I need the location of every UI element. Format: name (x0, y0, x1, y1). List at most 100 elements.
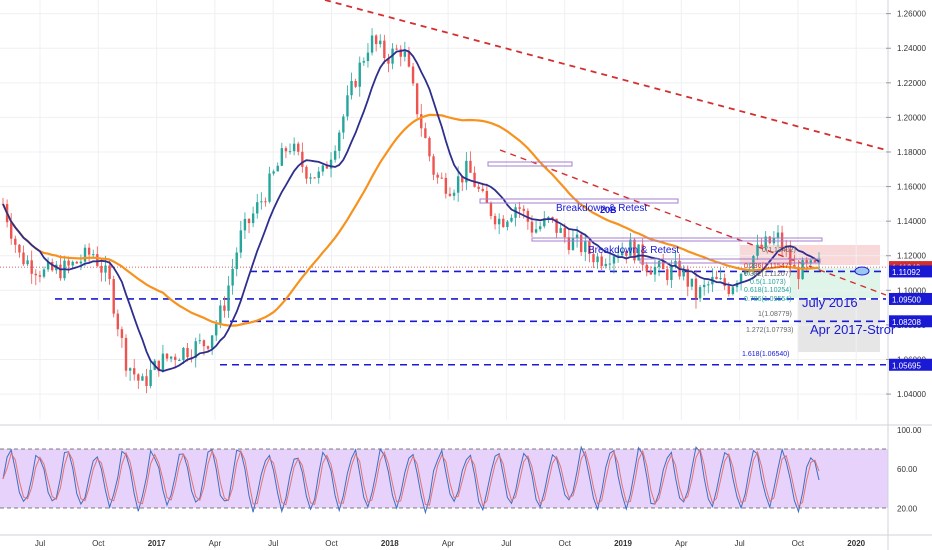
candle-body (26, 260, 29, 265)
x-tick-label: Jul (734, 539, 744, 548)
price-tag-text: 1.05695 (892, 361, 921, 370)
candle-body (198, 340, 202, 342)
y-tick-label: 1.12000 (897, 252, 926, 261)
candle-body (133, 368, 136, 375)
candle-body (92, 254, 95, 256)
candle-body (231, 269, 234, 286)
candle-body (420, 114, 423, 129)
candle-body (338, 132, 341, 151)
fib-1-label: 1(1.08779) (758, 311, 792, 318)
candle-body (584, 240, 587, 253)
fib-0786-label: 0.786(1.09554) (744, 296, 791, 303)
candle-body (309, 177, 312, 179)
candle-body (403, 51, 407, 57)
candle-body (297, 143, 300, 152)
x-tick-label: Jul (35, 539, 45, 548)
y-tick-label: 1.18000 (897, 148, 926, 157)
rsi-tick-label: 20.00 (897, 504, 918, 513)
candle-body (305, 166, 308, 179)
fib-1272-label: 1.272(1.07793) (746, 327, 793, 334)
candle-body (735, 283, 739, 288)
candle-body (141, 376, 144, 381)
candle-body (694, 278, 698, 299)
candle-body (612, 256, 616, 264)
candle-body (469, 160, 472, 173)
candle-body (46, 262, 50, 270)
candle-body (165, 353, 169, 359)
candle-body (145, 376, 148, 386)
candle-body (325, 165, 329, 169)
candle-body (383, 40, 386, 58)
candle-body (112, 279, 115, 314)
candle-body (387, 57, 390, 64)
candle-body (79, 261, 83, 264)
candle-body (502, 218, 505, 228)
candle-body (10, 222, 13, 239)
candle-body (120, 329, 124, 338)
candle-body (530, 221, 534, 233)
fib-zone-low (798, 300, 880, 352)
x-tick-label: Oct (558, 539, 571, 548)
candle-body (555, 218, 558, 233)
x-tick-label: Apr (209, 539, 222, 548)
y-tick-label: 1.26000 (897, 10, 926, 19)
x-tick-label: 2018 (381, 539, 399, 548)
resistance-zone-3 (531, 237, 823, 242)
x-tick-label: 2020 (847, 539, 865, 548)
candle-body (784, 249, 788, 251)
current-price-marker[interactable] (854, 266, 870, 276)
support-levels (0, 266, 886, 366)
fib-0618-label: 0.618(1.10254) (744, 287, 791, 294)
candle-body (432, 156, 435, 175)
candle-body (743, 271, 747, 274)
y-tick-label: 1.10000 (897, 286, 926, 295)
sma-slow-line (1, 113, 820, 327)
candle-body (538, 226, 542, 230)
candle-body (600, 256, 603, 267)
candle-body (268, 173, 271, 202)
candle-body (645, 264, 648, 272)
candle-body (346, 95, 349, 117)
candle-body (666, 269, 669, 280)
candle-body (227, 285, 230, 311)
x-tick-label: 2017 (148, 539, 166, 548)
fib-0236-label: 0.236(1.11547) (744, 263, 791, 270)
candle-body (342, 116, 345, 133)
candle-body (543, 218, 546, 227)
rsi-tick-label: 60.00 (897, 465, 918, 474)
candle-body (96, 254, 99, 266)
candle-body (506, 221, 509, 228)
candle-body (510, 217, 513, 222)
candle-body (497, 218, 501, 225)
candle-body (661, 261, 665, 270)
fib-1618-label: 1.618(1.06540) (742, 351, 789, 358)
candle-body (682, 268, 685, 277)
candle-body (719, 278, 722, 280)
candle-body (100, 265, 103, 273)
july-2016-label: July 2016 (802, 295, 858, 310)
candle-body (592, 254, 595, 263)
price-tag-box (889, 358, 932, 371)
candle-body (698, 287, 702, 299)
candle-body (477, 186, 480, 189)
candle-body (288, 151, 292, 153)
candle-body (354, 80, 357, 87)
candle-body (87, 247, 91, 255)
candle-body (178, 359, 181, 361)
candle-body (411, 66, 415, 84)
candle-body (370, 35, 374, 53)
candle-body (67, 260, 70, 266)
time-axis[interactable]: Jul Oct 2017 Apr Jul Oct 2018 Apr Jul Oct 2019 Apr J… (35, 539, 866, 548)
candle-body (128, 368, 132, 371)
candle-body (149, 369, 152, 386)
candle-body (707, 284, 710, 286)
candle-body (284, 148, 288, 152)
rsi-marker-label: 20B (600, 205, 617, 215)
candle-body (625, 251, 628, 256)
candle-body (395, 48, 398, 50)
price-tag: 1.08208 (889, 315, 932, 328)
candle-body (219, 305, 222, 324)
y-tick-label: 1.14000 (897, 217, 926, 226)
candle-body (264, 201, 267, 203)
